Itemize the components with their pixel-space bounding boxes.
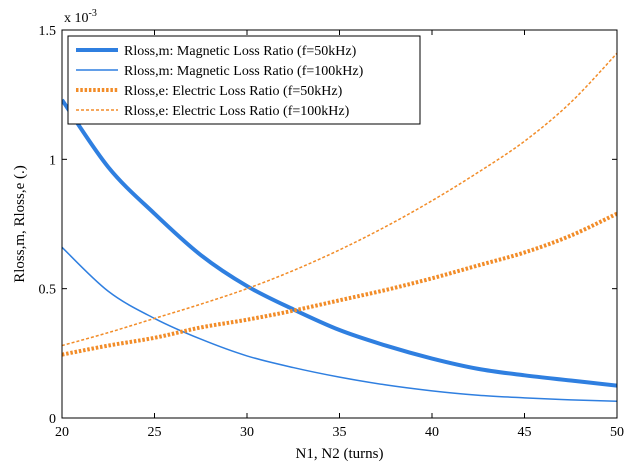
x-tick-label: 40 xyxy=(425,425,439,440)
y-tick-label: 0 xyxy=(49,412,56,427)
plot-area xyxy=(62,52,617,402)
x-tick-label: 20 xyxy=(55,425,69,440)
y-tick-label: 0.5 xyxy=(39,283,57,298)
axes: 20 25 30 35 40 45 50 0 0.5 1 1.5 x 10-3 N1, N2 (turn… xyxy=(12,8,624,462)
series-line-1 xyxy=(62,98,617,388)
legend-label-2: Rloss,m: Magnetic Loss Ratio (f=100kHz) xyxy=(124,64,364,79)
legend-label-3: Rloss,e: Electric Loss Ratio (f=50kHz) xyxy=(124,84,343,99)
x-axis-label: N1, N2 (turns) xyxy=(296,446,384,462)
y-exponent-label: x 10-3 xyxy=(64,8,97,26)
x-tick-label: 30 xyxy=(240,425,254,440)
series-line-3 xyxy=(62,211,617,357)
x-tick-label: 45 xyxy=(518,425,532,440)
x-tick-label: 35 xyxy=(333,425,347,440)
x-tick-label: 50 xyxy=(610,425,624,440)
x-tick-label: 25 xyxy=(148,425,162,440)
y-tick-label: 1.5 xyxy=(39,24,57,39)
y-axis-label: Rloss,m, Rloss,e (.) xyxy=(12,165,28,283)
y-exponent-power: -3 xyxy=(89,8,97,19)
legend-box xyxy=(67,35,421,125)
legend-label-4: Rloss,e: Electric Loss Ratio (f=100kHz) xyxy=(124,104,350,119)
series-line-4 xyxy=(62,52,617,347)
legend: Rloss,m: Magnetic Loss Ratio (f=50kHz) Rl… xyxy=(67,35,421,125)
y-tick-label: 1 xyxy=(49,153,56,168)
legend-label-1: Rloss,m: Magnetic Loss Ratio (f=50kHz) xyxy=(124,44,357,59)
